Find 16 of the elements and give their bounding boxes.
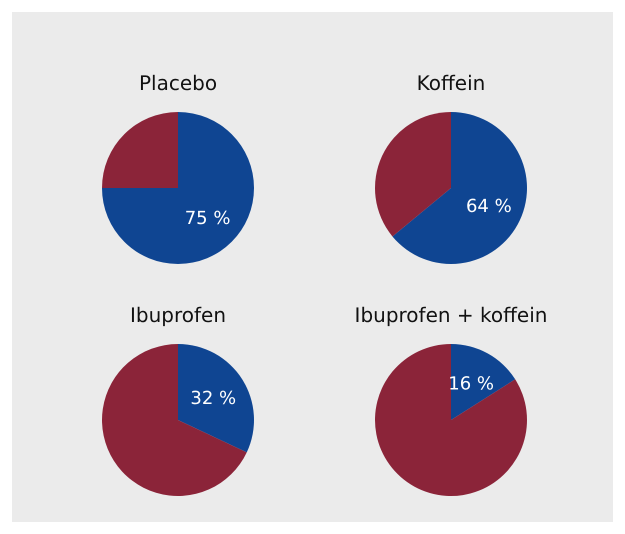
pie-slice xyxy=(392,112,527,264)
pie-slice xyxy=(102,344,247,496)
pie-slice xyxy=(102,112,254,264)
data-label: 32 % xyxy=(190,388,236,409)
pie-slice xyxy=(178,344,254,452)
chart-title: Ibuprofen xyxy=(130,303,226,327)
pie-slice xyxy=(451,344,516,420)
pie-slice xyxy=(375,344,527,496)
chart-title: Ibuprofen + koffein xyxy=(354,303,548,327)
pie-slice xyxy=(375,112,451,236)
data-label: 75 % xyxy=(184,208,230,229)
pie-slice xyxy=(102,112,178,188)
chart-title: Koffein xyxy=(416,71,486,95)
data-label: 64 % xyxy=(466,196,512,218)
data-label: 16 % xyxy=(448,374,494,395)
chart-title: Placebo xyxy=(138,71,218,95)
